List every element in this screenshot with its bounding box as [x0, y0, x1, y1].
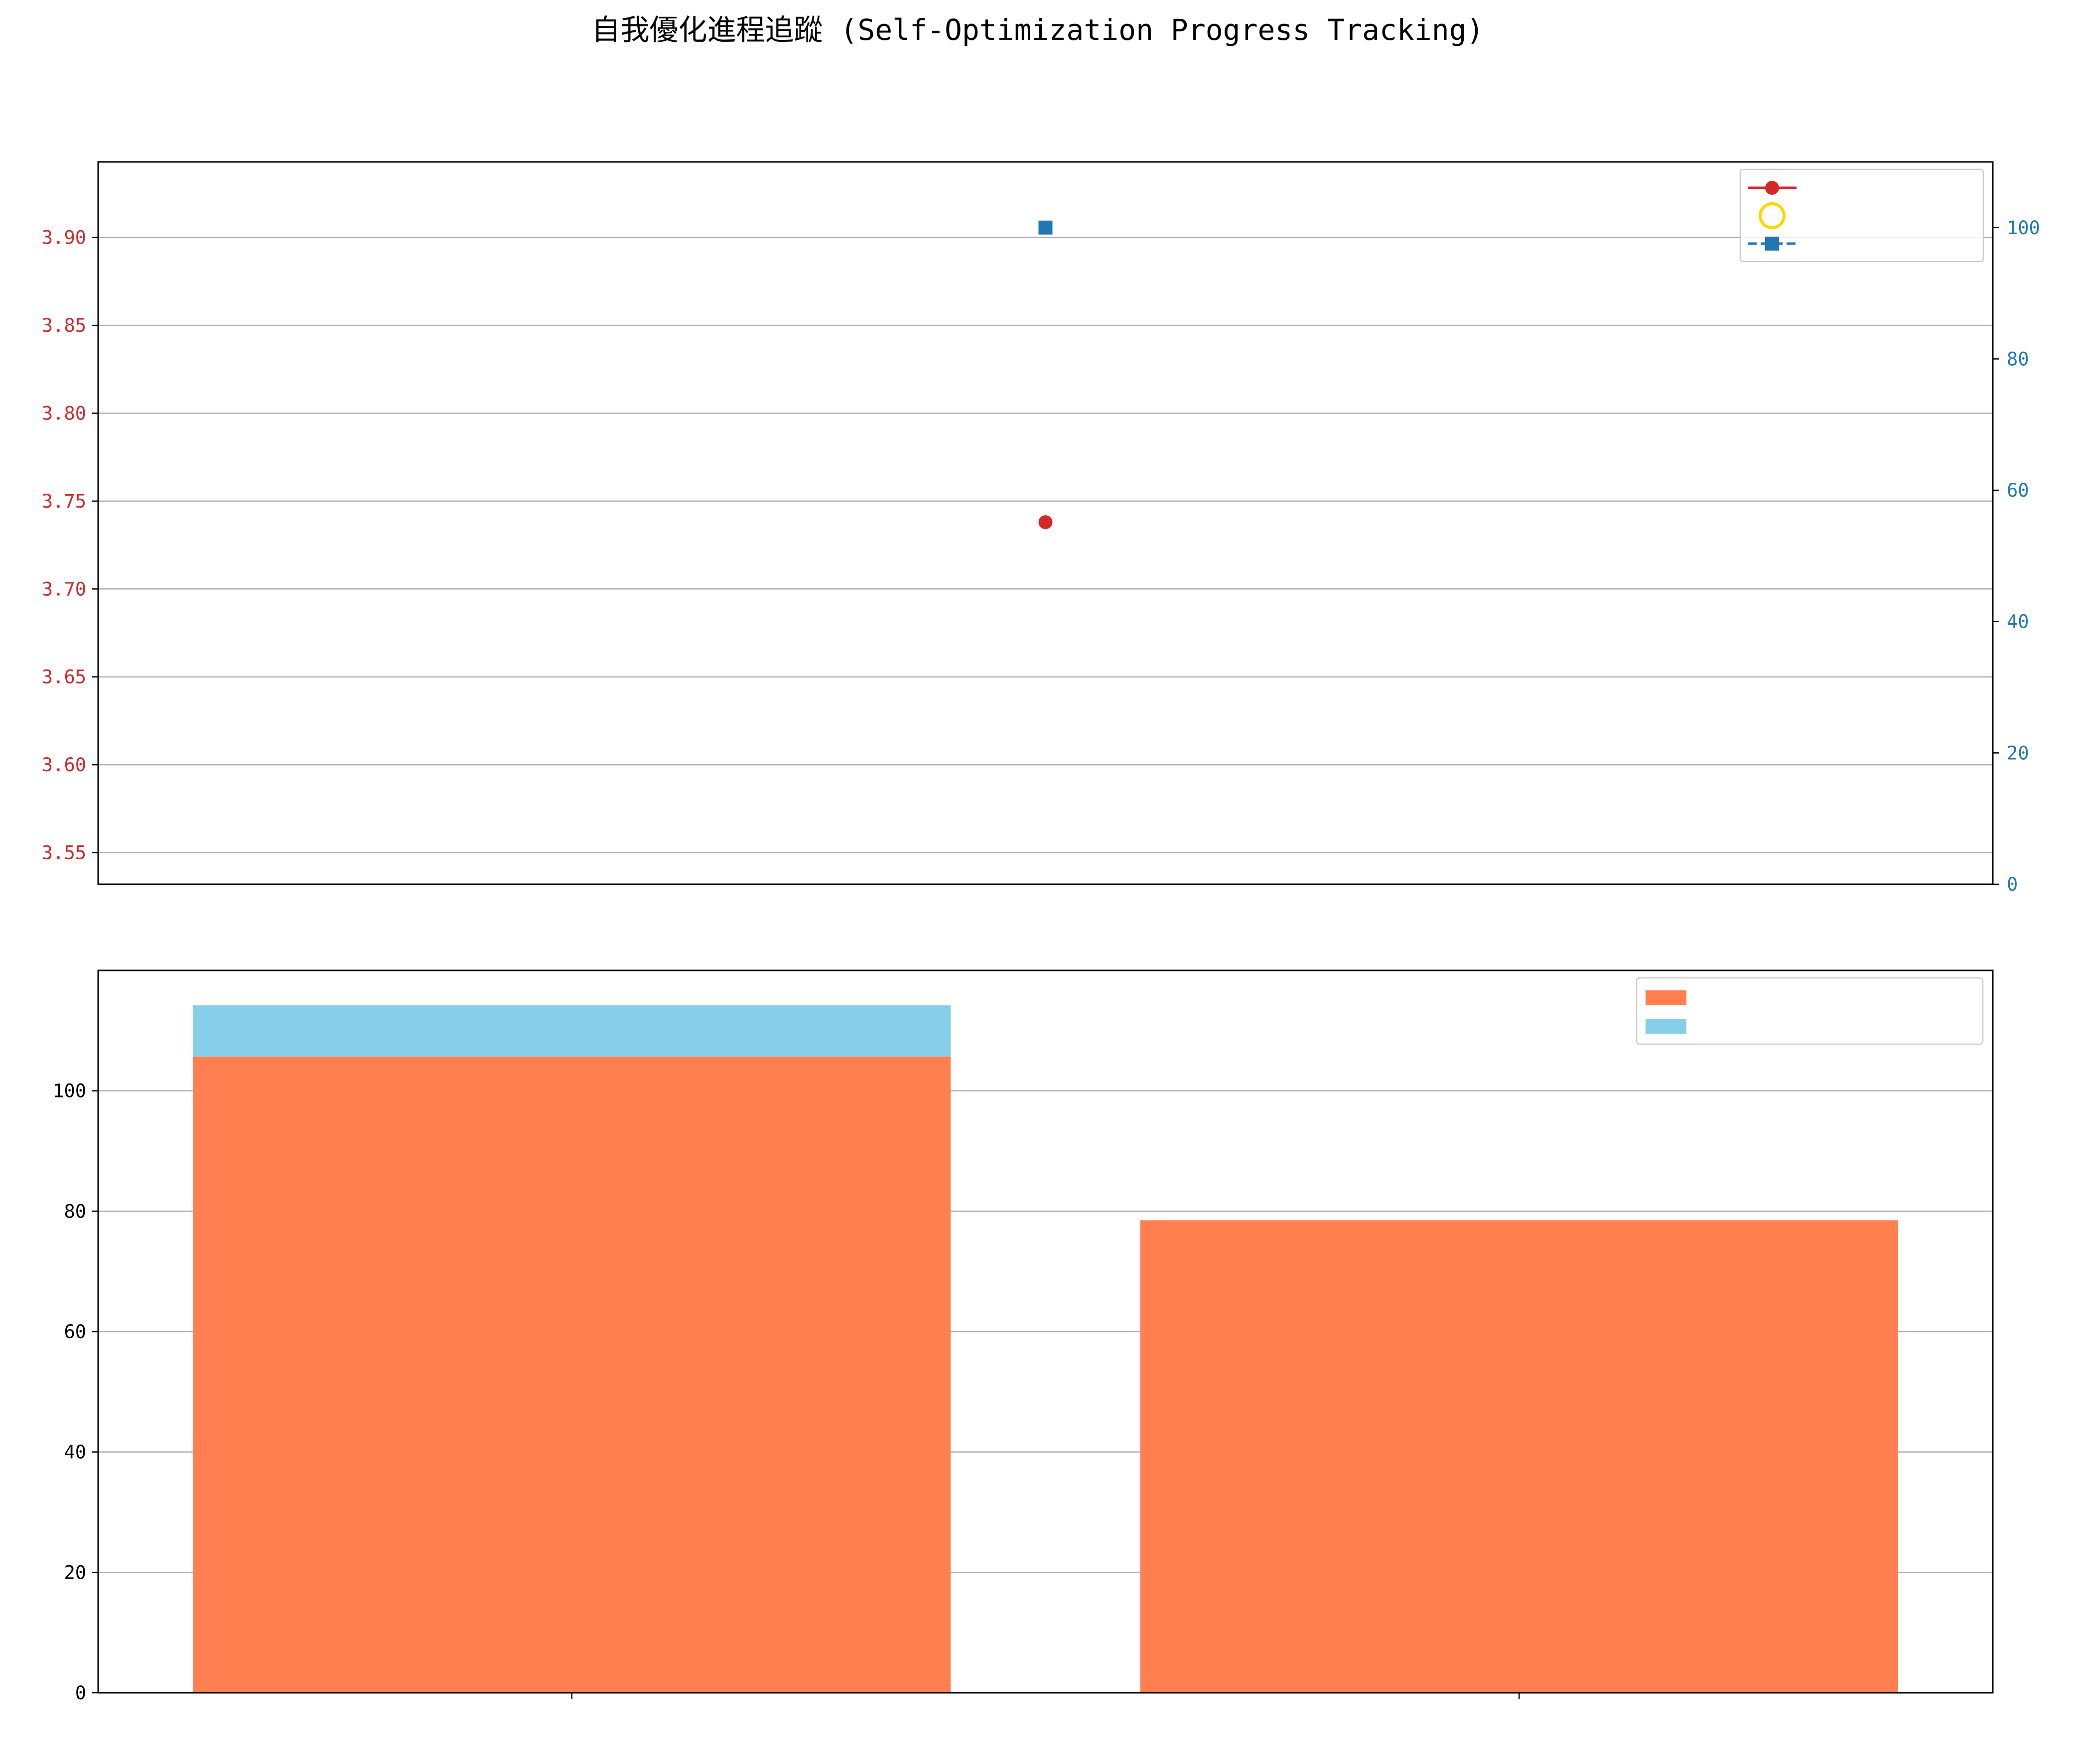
- reasoning-time-bar: [1140, 1220, 1898, 1693]
- y-tick-label: 0: [75, 1682, 86, 1704]
- y-tick-label: 3.55: [42, 842, 86, 863]
- y2-tick-label: 40: [2007, 611, 2029, 633]
- legend-swatch: [1646, 1019, 1686, 1034]
- legend-marker: [1765, 181, 1779, 195]
- y-tick-label: 60: [64, 1321, 86, 1343]
- y2-tick-label: 20: [2007, 742, 2029, 764]
- time-panel: 0 20 40 60 80 100: [53, 969, 1994, 1704]
- y-tick-label: 3.80: [42, 403, 86, 424]
- score-panel: 3.55 3.60 3.65 3.70 3.75 3.80 3.85 3.90 0 20 40 60 8…: [42, 161, 2040, 895]
- y2-tick-label: 100: [2007, 217, 2040, 239]
- y-tick-label: 100: [53, 1081, 86, 1102]
- y-tick-label: 3.70: [42, 578, 86, 600]
- y-tick-label: 80: [64, 1201, 86, 1222]
- y-tick-label: 3.65: [42, 667, 86, 688]
- legend-marker: [1759, 202, 1786, 229]
- y2-tick-label: 80: [2007, 348, 2029, 370]
- numerical-score-point: [1038, 515, 1053, 530]
- plot-frame: [97, 161, 1994, 885]
- y2-tick-label: 0: [2007, 874, 2018, 895]
- reasoning-score-point: [1038, 220, 1053, 235]
- y-tick-label: 3.60: [42, 754, 86, 776]
- reasoning-time-bar: [193, 1056, 951, 1693]
- y-tick-label: 20: [64, 1562, 86, 1583]
- y-tick-label: 40: [64, 1442, 86, 1463]
- y-tick-label: 3.90: [42, 227, 86, 249]
- y2-tick-label: 60: [2007, 480, 2029, 501]
- figure-suptitle: 自我優化進程追蹤 (Self-Optimization Progress Tra…: [592, 13, 1484, 47]
- legend-box: [1739, 168, 1984, 263]
- y-tick-label: 3.75: [42, 491, 86, 512]
- y-tick-label: 3.85: [42, 315, 86, 336]
- evaluation-time-bar: [193, 1005, 951, 1057]
- legend-swatch: [1646, 990, 1686, 1005]
- legend-box: [1636, 977, 1984, 1045]
- legend-marker: [1765, 237, 1779, 251]
